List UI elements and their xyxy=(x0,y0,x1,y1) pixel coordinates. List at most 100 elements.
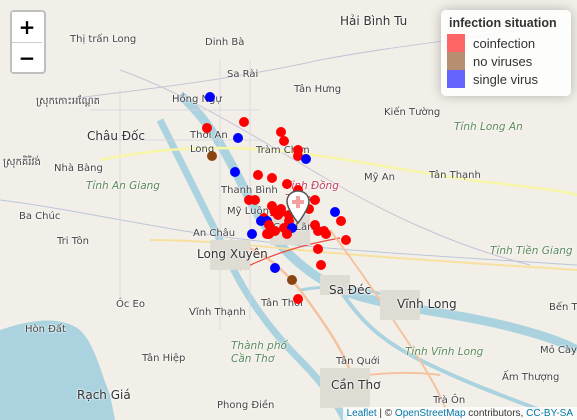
legend-item: coinfection xyxy=(447,34,565,52)
place-label: ស្រុកកោះអណ្ដែត xyxy=(36,96,101,107)
place-label: Óc Eo xyxy=(116,299,145,310)
data-point-coinfection[interactable] xyxy=(304,204,315,215)
legend-item: single virus xyxy=(447,70,565,88)
data-point-coinfection[interactable] xyxy=(267,173,278,184)
place-label: Hồng Ngự xyxy=(172,94,222,105)
data-point-coinfection[interactable] xyxy=(292,293,303,304)
data-point-coinfection[interactable] xyxy=(244,194,255,205)
place-label: Tỉnh Tiền Giang xyxy=(490,245,573,257)
place-label: Tân Thạnh xyxy=(429,170,481,181)
data-point-coinfection[interactable] xyxy=(312,225,323,236)
data-point-coinfection[interactable] xyxy=(284,216,295,227)
legend-item: no viruses xyxy=(447,52,565,70)
place-label: Phong Điền xyxy=(217,400,275,411)
data-point-no-viruses[interactable] xyxy=(287,275,298,286)
data-point-coinfection[interactable] xyxy=(270,225,281,236)
data-point-coinfection[interactable] xyxy=(292,145,303,156)
data-point-coinfection[interactable] xyxy=(275,126,286,137)
data-point-coinfection[interactable] xyxy=(201,123,212,134)
zoom-out-button[interactable]: − xyxy=(12,42,42,72)
data-point-single-virus[interactable] xyxy=(329,207,340,218)
place-label: Tỉnh An Giang xyxy=(86,180,160,192)
data-point-coinfection[interactable] xyxy=(253,169,264,180)
data-point-coinfection[interactable] xyxy=(264,219,275,230)
legend-label: single virus xyxy=(473,71,539,87)
legend-swatch xyxy=(447,52,465,70)
place-label: Hòn Đất xyxy=(25,324,66,335)
place-label: Tỉnh Vĩnh Long xyxy=(405,346,484,358)
data-point-coinfection[interactable] xyxy=(284,210,295,221)
attribution-text: | © xyxy=(376,408,395,419)
data-point-coinfection[interactable] xyxy=(341,235,352,246)
place-label: Tràm Chim xyxy=(256,145,310,156)
place-label: Sa Đéc xyxy=(329,283,372,297)
place-label: Ấm Thượng xyxy=(502,372,560,383)
leaflet-link[interactable]: Leaflet xyxy=(346,408,377,419)
place-label: Hải Bình Tu xyxy=(340,14,408,28)
data-point-coinfection[interactable] xyxy=(238,117,249,128)
place-label: Ba Chúc xyxy=(19,211,61,222)
place-label: Long Xuyên xyxy=(197,247,268,261)
data-point-coinfection[interactable] xyxy=(267,200,278,211)
place-label: Tân Thới xyxy=(261,298,303,309)
place-label: Tri Tôn xyxy=(57,236,89,247)
place-label: Thị trấn Long xyxy=(70,34,137,45)
place-label: Tân Quới xyxy=(336,356,380,367)
map-marker-icon[interactable] xyxy=(286,190,310,224)
place-label: Mỹ Luông xyxy=(227,206,276,217)
legend-label: no viruses xyxy=(473,53,533,69)
place-label: Thanh Bình xyxy=(221,185,278,196)
data-point-coinfection[interactable] xyxy=(278,135,289,146)
data-point-coinfection[interactable] xyxy=(278,222,289,233)
place-label: Kiến Tường xyxy=(384,107,441,118)
data-point-coinfection[interactable] xyxy=(335,216,346,227)
place-label: Vĩnh Thạnh xyxy=(189,307,246,318)
place-label: An Châu xyxy=(193,228,236,239)
legend-label: coinfection xyxy=(473,35,536,51)
place-label: Tân Hiệp xyxy=(142,353,186,364)
data-point-single-virus[interactable] xyxy=(230,166,241,177)
data-point-coinfection[interactable] xyxy=(281,228,292,239)
data-point-single-virus[interactable] xyxy=(204,92,215,103)
place-label: ស្រុកគិរីវង់ xyxy=(3,157,41,168)
place-label: Dinh Bà xyxy=(205,37,245,48)
data-point-coinfection[interactable] xyxy=(310,194,321,205)
data-point-no-viruses[interactable] xyxy=(207,151,218,162)
data-point-coinfection[interactable] xyxy=(321,228,332,239)
data-point-coinfection[interactable] xyxy=(292,151,303,162)
place-label: Mỹ An xyxy=(364,172,395,183)
legend-swatch xyxy=(447,70,465,88)
data-point-coinfection[interactable] xyxy=(315,259,326,270)
data-point-single-virus[interactable] xyxy=(287,222,298,233)
place-label: Nhà Bàng xyxy=(54,163,103,174)
legend: infection situation coinfection no virus… xyxy=(441,10,571,96)
data-point-coinfection[interactable] xyxy=(261,228,272,239)
osm-link[interactable]: OpenStreetMap xyxy=(394,408,466,419)
data-point-coinfection[interactable] xyxy=(250,194,261,205)
place-label: Trà Ôn xyxy=(433,395,466,406)
data-point-single-virus[interactable] xyxy=(247,228,258,239)
zoom-control: + − xyxy=(10,10,46,74)
place-label: Cần Thơ xyxy=(331,378,381,392)
license-link[interactable]: CC-BY-SA xyxy=(526,408,573,419)
data-point-single-virus[interactable] xyxy=(270,262,281,273)
data-point-coinfection[interactable] xyxy=(272,210,283,221)
place-label: Bến T xyxy=(549,302,577,313)
place-label: Tỉnh Long An xyxy=(454,121,523,133)
place-label: Mỏ Cày xyxy=(540,345,577,356)
data-point-single-virus[interactable] xyxy=(255,216,266,227)
data-point-single-virus[interactable] xyxy=(301,154,312,165)
data-point-coinfection[interactable] xyxy=(310,219,321,230)
place-label: Vĩnh Long xyxy=(397,297,457,311)
place-label: Tân Hưng xyxy=(294,84,342,95)
attribution-text: contributors, xyxy=(465,408,527,419)
data-point-coinfection[interactable] xyxy=(312,244,323,255)
zoom-in-button[interactable]: + xyxy=(12,12,42,42)
legend-title: infection situation xyxy=(449,16,557,30)
place-label: Rạch Giá xyxy=(77,388,131,402)
place-label: Sa Rài xyxy=(227,69,259,80)
attribution: Leaflet | © OpenStreetMap contributors, … xyxy=(342,407,577,420)
data-point-coinfection[interactable] xyxy=(281,179,292,190)
data-point-single-virus[interactable] xyxy=(233,132,244,143)
